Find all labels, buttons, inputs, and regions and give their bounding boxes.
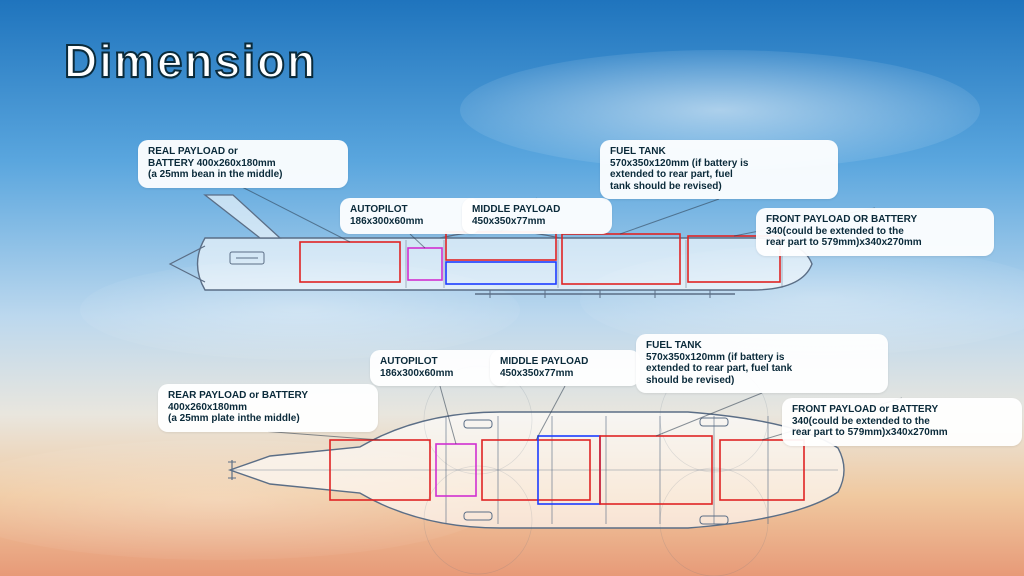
callout-c2: AUTOPILOT 186x300x60mm (340, 198, 480, 234)
callout-c9: FUEL TANK 570x350x120mm (if battery is e… (636, 334, 888, 393)
callout-c7: AUTOPILOT 186x300x60mm (370, 350, 510, 386)
page-title: Dimension (64, 34, 317, 88)
callout-c10: FRONT PAYLOAD or BATTERY 340(could be ex… (782, 398, 1022, 446)
callout-text: FRONT PAYLOAD or BATTERY 340(could be ex… (792, 404, 1012, 439)
callout-c8: MIDDLE PAYLOAD 450x350x77mm (490, 350, 640, 386)
callout-c1: REAL PAYLOAD or BATTERY 400x260x180mm (a… (138, 140, 348, 188)
callout-text: AUTOPILOT 186x300x60mm (380, 356, 500, 379)
callout-text: AUTOPILOT 186x300x60mm (350, 204, 470, 227)
callout-text: FRONT PAYLOAD OR BATTERY 340(could be ex… (766, 214, 984, 249)
callout-text: REAL PAYLOAD or BATTERY 400x260x180mm (a… (148, 146, 338, 181)
callout-text: REAR PAYLOAD or BATTERY 400x260x180mm (a… (168, 390, 368, 425)
callout-text: FUEL TANK 570x350x120mm (if battery is e… (646, 340, 878, 386)
callout-text: MIDDLE PAYLOAD 450x350x77mm (500, 356, 630, 379)
callout-c6: REAR PAYLOAD or BATTERY 400x260x180mm (a… (158, 384, 378, 432)
callout-c3: MIDDLE PAYLOAD 450x350x77mm (462, 198, 612, 234)
callout-c5: FRONT PAYLOAD OR BATTERY 340(could be ex… (756, 208, 994, 256)
callout-text: MIDDLE PAYLOAD 450x350x77mm (472, 204, 602, 227)
callout-text: FUEL TANK 570x350x120mm (if battery is e… (610, 146, 828, 192)
page-title-text: Dimension (64, 35, 317, 87)
callout-c4: FUEL TANK 570x350x120mm (if battery is e… (600, 140, 838, 199)
